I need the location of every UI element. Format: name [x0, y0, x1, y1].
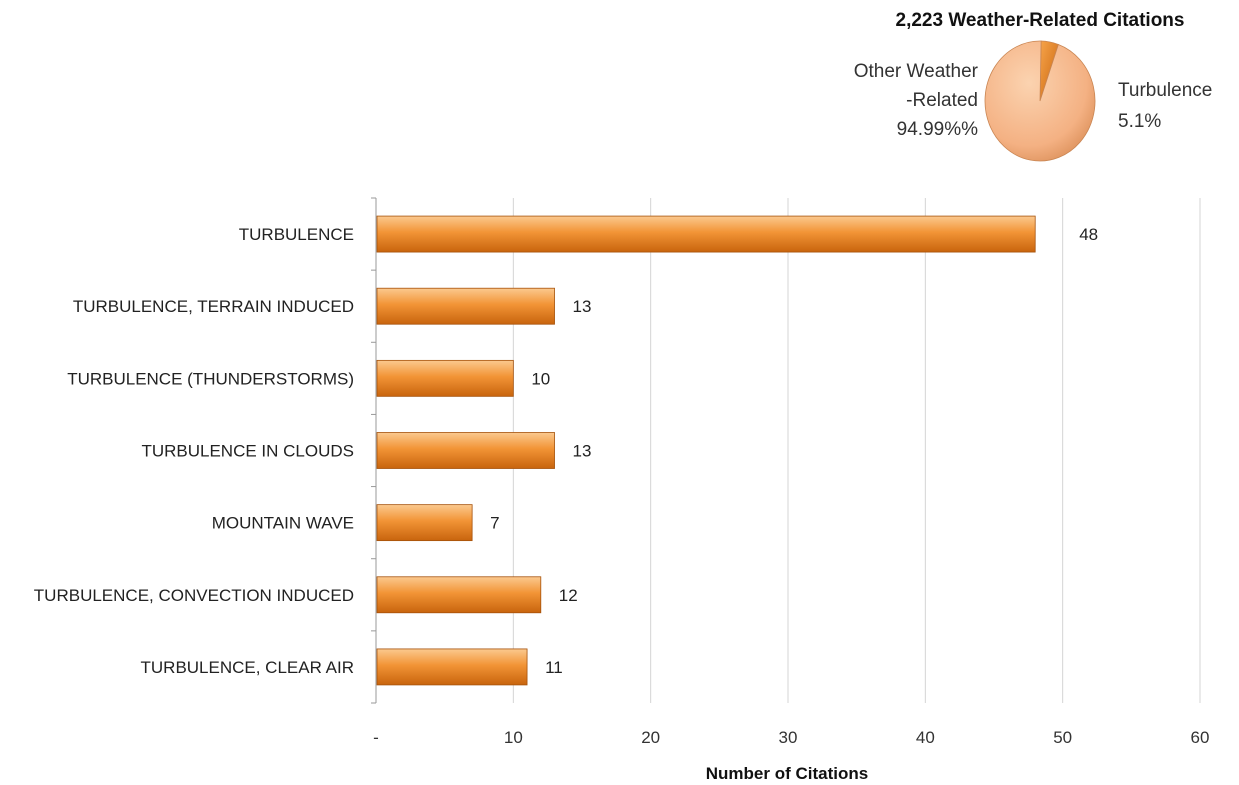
bars: [376, 215, 1036, 686]
category-labels: TURBULENCE TURBULENCE, TERRAIN INDUCED TUR…: [34, 225, 354, 677]
pie-slices: [984, 40, 1096, 162]
x-tick-label: 60: [1191, 728, 1210, 747]
x-tick-label: 30: [779, 728, 798, 747]
x-tick-label: 50: [1053, 728, 1072, 747]
category-label: TURBULENCE, CONVECTION INDUCED: [34, 586, 354, 605]
category-label: MOUNTAIN WAVE: [212, 514, 354, 533]
bar: [376, 504, 473, 542]
value-label: 13: [573, 442, 592, 461]
pie-title: 2,223 Weather-Related Citations: [896, 10, 1185, 31]
bar: [376, 576, 542, 614]
pie-label-turbulence: Turbulence: [1118, 80, 1212, 101]
category-label: TURBULENCE IN CLOUDS: [141, 442, 354, 461]
bar: [376, 648, 528, 686]
category-label: TURBULENCE (THUNDERSTORMS): [67, 369, 354, 388]
x-axis-title: Number of Citations: [706, 764, 868, 783]
category-label: TURBULENCE, CLEAR AIR: [141, 658, 355, 677]
y-axis-ticks: [371, 197, 376, 704]
x-tick-labels: - 10 20 30 40 50 60: [373, 728, 1209, 747]
pie-label-other-line2: -Related: [906, 90, 978, 111]
category-label: TURBULENCE, TERRAIN INDUCED: [73, 297, 354, 316]
pie-chart: 2,223 Weather-Related Citations Other We…: [854, 10, 1212, 162]
value-label: 13: [573, 297, 592, 316]
category-label: TURBULENCE: [239, 225, 354, 244]
grid-lines: [512, 198, 1201, 703]
x-tick-label: 20: [641, 728, 660, 747]
value-label: 10: [531, 369, 550, 388]
value-label: 12: [559, 586, 578, 605]
pie-value-other: 94.99%%: [897, 119, 978, 140]
bar: [376, 215, 1036, 253]
pie-label-other-line1: Other Weather: [854, 61, 979, 82]
pie-slice-other-weather-related: [984, 40, 1096, 162]
pie-value-turbulence: 5.1%: [1118, 111, 1161, 132]
x-tick-label: 10: [504, 728, 523, 747]
bar: [376, 287, 555, 325]
x-tick-label: -: [373, 728, 379, 747]
bar: [376, 432, 555, 469]
value-label: 7: [490, 514, 499, 533]
value-label: 48: [1079, 225, 1098, 244]
x-tick-label: 40: [916, 728, 935, 747]
value-labels: 48 13 10 13 7 12 11: [490, 225, 1098, 677]
value-label: 11: [545, 658, 563, 677]
bar-chart: TURBULENCE TURBULENCE, TERRAIN INDUCED TUR…: [34, 197, 1209, 783]
bar: [376, 359, 514, 397]
